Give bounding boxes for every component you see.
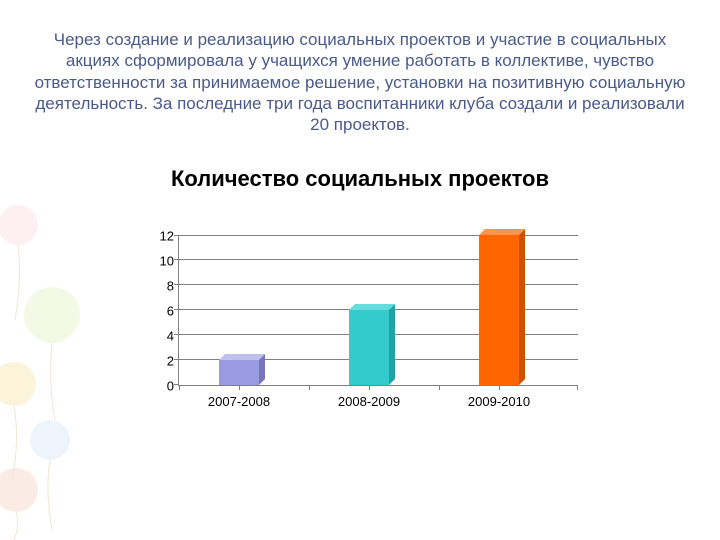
xtick-label: 2009-2010 — [439, 394, 559, 409]
plot-area: 2007-2008 2008-2009 2009-2010 — [178, 236, 578, 386]
ytick-mark — [174, 334, 179, 335]
ytick-mark — [174, 259, 179, 260]
bar-2007-2008 — [219, 360, 259, 385]
bar-front — [479, 235, 519, 385]
xtick-mark — [309, 385, 310, 390]
bar-2009-2010 — [479, 235, 519, 385]
ytick-mark — [174, 359, 179, 360]
xtick-label: 2008-2009 — [309, 394, 429, 409]
bar-2008-2009 — [349, 310, 389, 385]
bar-chart: 0 2 4 6 8 10 12 — [130, 236, 590, 426]
ytick-label: 6 — [130, 304, 174, 319]
xtick-mark — [577, 385, 578, 390]
xtick-mark — [499, 385, 500, 390]
bar-front — [219, 360, 259, 385]
ytick-label: 10 — [130, 254, 174, 269]
ytick-label: 4 — [130, 329, 174, 344]
ytick-label: 12 — [130, 229, 174, 244]
xtick-label: 2007-2008 — [179, 394, 299, 409]
xtick-mark — [179, 385, 180, 390]
xtick-mark — [369, 385, 370, 390]
ytick-mark — [174, 235, 179, 236]
xtick-mark — [439, 385, 440, 390]
xtick-mark — [239, 385, 240, 390]
ytick-label: 2 — [130, 354, 174, 369]
chart-title: Количество социальных проектов — [0, 165, 720, 194]
ytick-label: 0 — [130, 379, 174, 394]
bar-side — [389, 304, 395, 385]
bar-front — [349, 310, 389, 385]
description-paragraph: Через создание и реализацию социальных п… — [28, 29, 692, 135]
bar-side — [259, 354, 265, 385]
ytick-label: 8 — [130, 279, 174, 294]
slide: Через создание и реализацию социальных п… — [0, 0, 720, 540]
ytick-mark — [174, 284, 179, 285]
ytick-mark — [174, 309, 179, 310]
bar-side — [519, 229, 525, 385]
